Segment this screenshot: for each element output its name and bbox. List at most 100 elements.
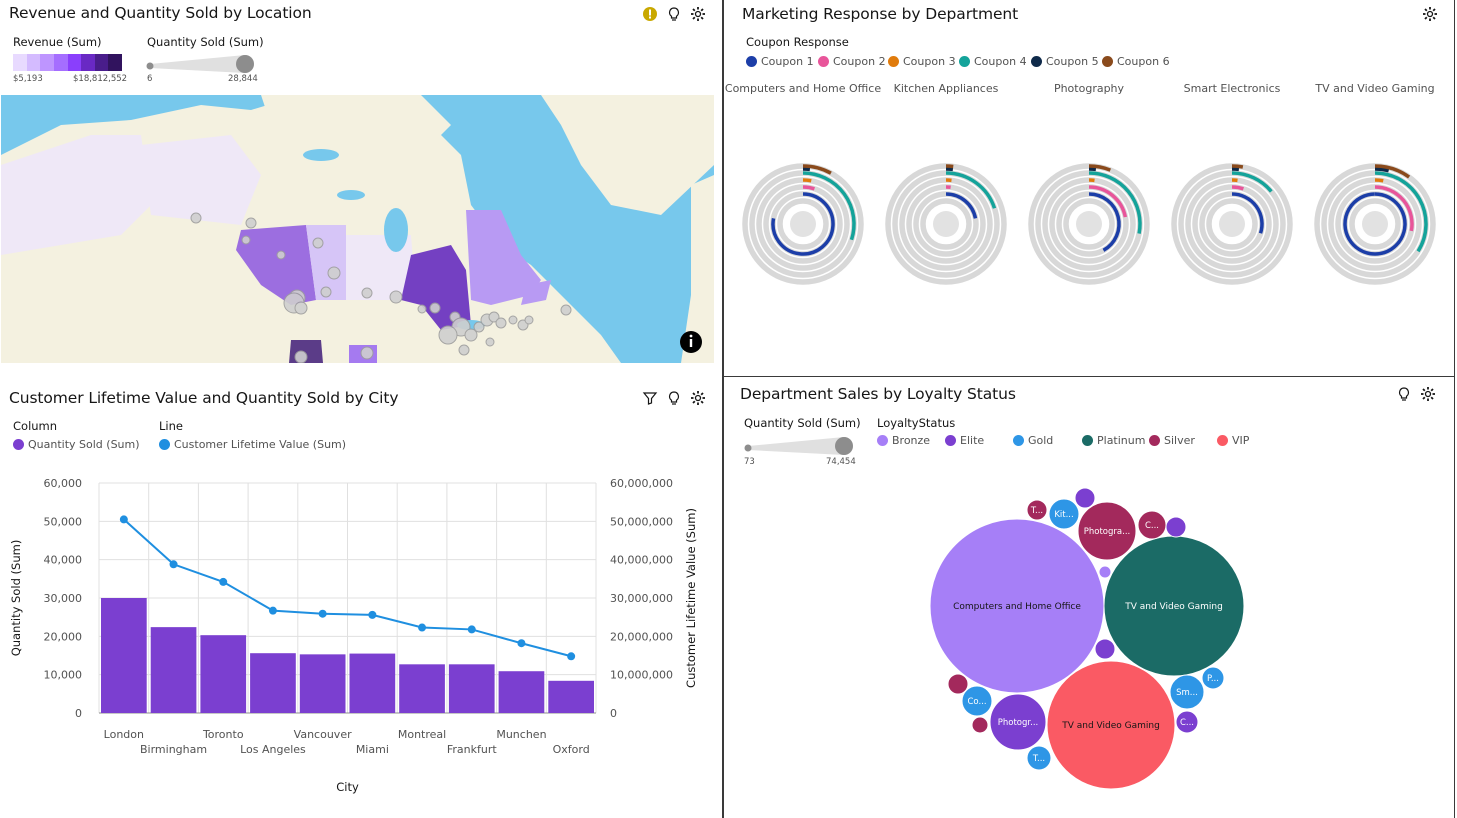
- column-legend-item[interactable]: Quantity Sold (Sum): [13, 438, 140, 451]
- bubble-circle[interactable]: [961, 685, 993, 717]
- lightbulb-icon[interactable]: [665, 389, 683, 407]
- coupon-arc[interactable]: [1374, 167, 1390, 173]
- bar[interactable]: [250, 653, 296, 713]
- bar[interactable]: [101, 598, 147, 713]
- coupon-arc[interactable]: [1231, 171, 1273, 193]
- line-point[interactable]: [219, 577, 228, 586]
- coupon-arc[interactable]: [802, 164, 832, 175]
- line-point[interactable]: [418, 623, 427, 632]
- bubble-circle[interactable]: [1175, 710, 1199, 734]
- coupon-arc[interactable]: [1374, 185, 1414, 232]
- coupon-arc[interactable]: [802, 178, 812, 183]
- coupon-arc[interactable]: [1088, 192, 1121, 252]
- loyalty-legend-item[interactable]: Bronze: [877, 434, 930, 447]
- coupon-arc[interactable]: [1231, 185, 1244, 191]
- coupon-legend-item[interactable]: Coupon 5: [1031, 55, 1099, 68]
- coupon-legend-item[interactable]: Coupon 4: [959, 55, 1027, 68]
- bubble-circle[interactable]: [1165, 516, 1187, 538]
- bubble-circle[interactable]: [1098, 565, 1112, 579]
- bubble[interactable]: [1074, 487, 1096, 509]
- coupon-arc[interactable]: [1343, 192, 1407, 256]
- bar[interactable]: [200, 635, 247, 713]
- bubble-circle[interactable]: [1094, 638, 1116, 660]
- line-point[interactable]: [119, 515, 128, 524]
- coupon-arc[interactable]: [1374, 171, 1428, 253]
- coupon-arc[interactable]: [771, 192, 835, 256]
- bubble[interactable]: Computers and Home Office: [929, 518, 1105, 694]
- bubble-circle[interactable]: [971, 716, 989, 734]
- coupon-arc[interactable]: [1231, 192, 1264, 234]
- bubble[interactable]: TV and Video Gaming: [1046, 660, 1176, 790]
- lightbulb-icon[interactable]: [665, 5, 683, 23]
- loyalty-legend-item[interactable]: Gold: [1013, 434, 1053, 447]
- loyalty-legend-item[interactable]: Platinum: [1082, 434, 1145, 447]
- bubble[interactable]: [1165, 516, 1187, 538]
- line-point[interactable]: [567, 652, 576, 661]
- coupon-legend-item[interactable]: Coupon 6: [1102, 55, 1170, 68]
- bubble[interactable]: T...: [1026, 499, 1048, 521]
- coupon-arc[interactable]: [1374, 178, 1384, 183]
- radial-chart[interactable]: Kitchen Appliances: [885, 82, 1007, 285]
- bubble[interactable]: [1098, 565, 1112, 579]
- bubble[interactable]: [971, 716, 989, 734]
- loyalty-legend-item[interactable]: Silver: [1149, 434, 1195, 447]
- bar[interactable]: [498, 671, 545, 713]
- bubble-circle[interactable]: [1074, 487, 1096, 509]
- bar[interactable]: [548, 680, 594, 713]
- coupon-arc[interactable]: [945, 192, 978, 219]
- radial-chart[interactable]: Photography: [1028, 82, 1150, 285]
- filter-icon[interactable]: [641, 389, 659, 407]
- gear-icon[interactable]: [1419, 385, 1437, 403]
- coupon-legend-item[interactable]: Coupon 1: [746, 55, 814, 68]
- line-point[interactable]: [467, 625, 476, 634]
- line-legend-item[interactable]: Customer Lifetime Value (Sum): [159, 438, 346, 451]
- bubble[interactable]: Co...: [961, 685, 993, 717]
- coupon-arc[interactable]: [1088, 185, 1128, 218]
- bubble[interactable]: Sm...: [1169, 674, 1205, 710]
- bar[interactable]: [349, 653, 396, 713]
- line-point[interactable]: [368, 610, 377, 619]
- bubble[interactable]: P...: [1201, 666, 1225, 690]
- bubble-circle[interactable]: [1026, 745, 1052, 771]
- bubble[interactable]: C...: [1175, 710, 1199, 734]
- coupon-arc[interactable]: [802, 185, 815, 191]
- bubble[interactable]: [947, 673, 969, 695]
- coupon-arc[interactable]: [1374, 164, 1411, 179]
- bar[interactable]: [399, 664, 445, 713]
- coupon-arc[interactable]: [1088, 171, 1142, 234]
- loyalty-legend-item[interactable]: Elite: [945, 434, 984, 447]
- warning-icon[interactable]: [641, 5, 659, 23]
- bubble[interactable]: T...: [1026, 745, 1052, 771]
- bubble-circle[interactable]: [1201, 666, 1225, 690]
- lightbulb-icon[interactable]: [1395, 385, 1413, 403]
- line-point[interactable]: [169, 560, 178, 569]
- loyalty-legend-item[interactable]: VIP: [1217, 434, 1249, 447]
- coupon-arc[interactable]: [945, 171, 997, 209]
- map-canvas[interactable]: [1, 95, 714, 363]
- info-icon[interactable]: [680, 331, 702, 353]
- bubble-circle[interactable]: [1026, 499, 1048, 521]
- coupon-arc[interactable]: [802, 171, 856, 241]
- bubble[interactable]: Kit...: [1048, 498, 1080, 530]
- bubble[interactable]: Photogra...: [1077, 501, 1137, 561]
- bubble-circle[interactable]: [947, 673, 969, 695]
- radial-chart[interactable]: Smart Electronics: [1171, 82, 1293, 285]
- radial-chart[interactable]: Computers and Home Office: [725, 82, 881, 285]
- gear-icon[interactable]: [689, 5, 707, 23]
- coupon-legend-item[interactable]: Coupon 2: [818, 55, 886, 68]
- bubble-circle[interactable]: [1048, 498, 1080, 530]
- bubble-circle[interactable]: [1169, 674, 1205, 710]
- bar[interactable]: [150, 627, 197, 713]
- bubble-circle[interactable]: [1077, 501, 1137, 561]
- bar[interactable]: [448, 664, 495, 713]
- bubble[interactable]: [1094, 638, 1116, 660]
- gear-icon[interactable]: [689, 389, 707, 407]
- line-point[interactable]: [517, 639, 526, 648]
- coupon-arc[interactable]: [1231, 164, 1244, 169]
- line-point[interactable]: [318, 609, 327, 618]
- line-point[interactable]: [268, 606, 277, 615]
- radial-chart[interactable]: TV and Video Gaming: [1314, 82, 1436, 285]
- bubble[interactable]: C...: [1137, 510, 1167, 540]
- bubble-circle[interactable]: [1046, 660, 1176, 790]
- coupon-legend-item[interactable]: Coupon 3: [888, 55, 956, 68]
